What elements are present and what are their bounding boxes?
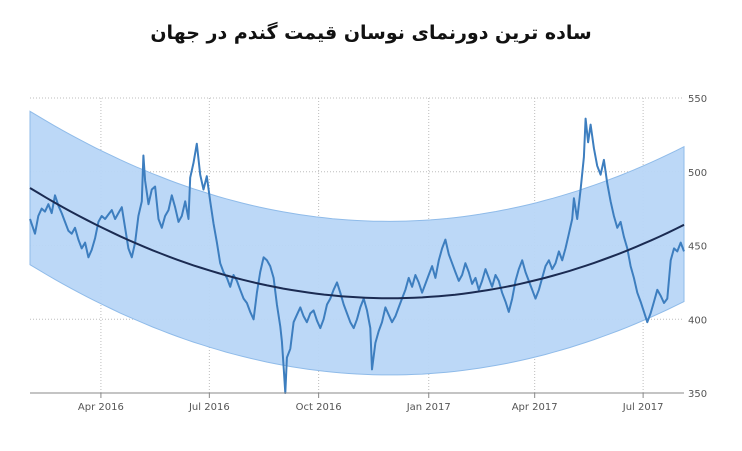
x-tick-label: Jan 2017 [406, 402, 451, 413]
y-tick-label: 550 [688, 94, 707, 105]
chart-title: ساده ترین دورنمای نوسان قیمت گندم در جها… [150, 22, 592, 44]
y-axis-ticks: 550 500 450 400 350 [688, 94, 707, 400]
y-tick-label: 500 [688, 168, 707, 179]
channel-band [29, 110, 685, 376]
price-line [29, 117, 685, 394]
x-tick-label: Apr 2017 [512, 402, 558, 413]
y-tick-label: 400 [688, 315, 707, 326]
x-tick-label: Apr 2016 [78, 402, 124, 413]
x-tick-label: Jul 2016 [188, 402, 230, 413]
x-tick-label: Jul 2017 [622, 402, 664, 413]
trend-line [29, 187, 685, 300]
y-tick-label: 450 [688, 242, 707, 253]
x-tick-label: Oct 2016 [296, 402, 342, 413]
x-axis-ticks: Apr 2016 Jul 2016 Oct 2016 Jan 2017 Apr 2017… [78, 393, 664, 413]
y-tick-label: 350 [688, 389, 707, 400]
